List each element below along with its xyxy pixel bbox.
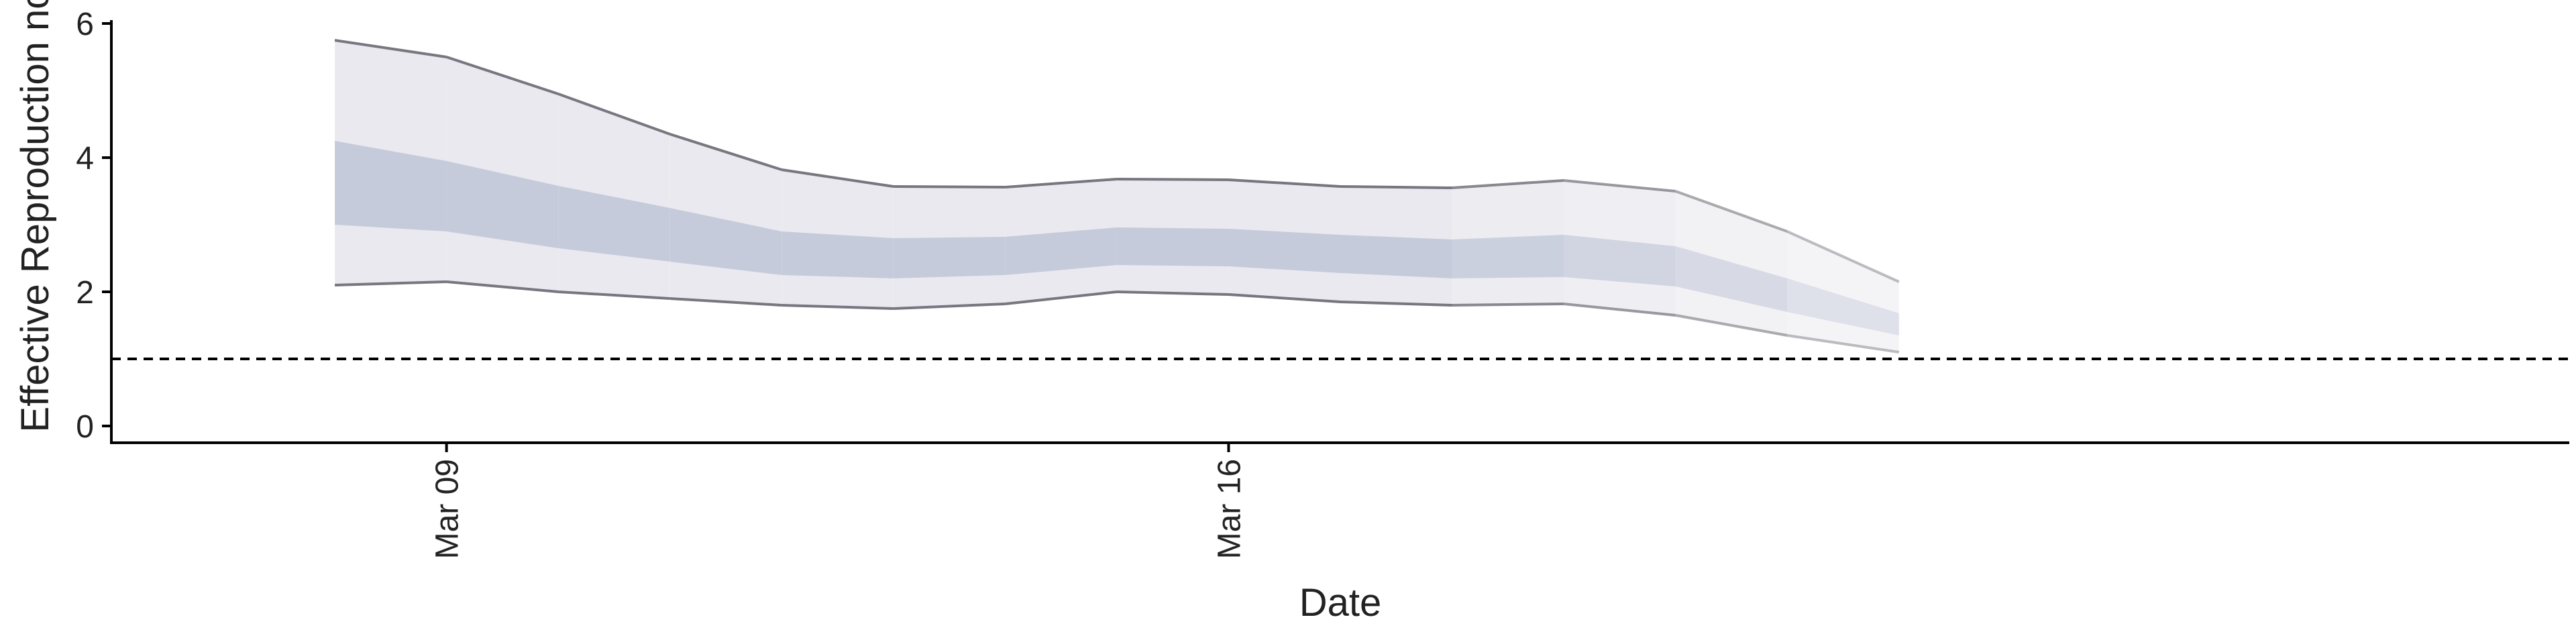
upper-bound-line-segment bbox=[334, 39, 447, 58]
lower-bound-line-segment bbox=[1675, 314, 1788, 337]
inner-band-segment bbox=[669, 208, 782, 275]
y-tick-label: 2 bbox=[76, 275, 94, 311]
lower-bound-line-segment bbox=[782, 304, 894, 310]
inner-band-segment bbox=[446, 161, 559, 248]
lower-bound-line-segment bbox=[335, 280, 447, 286]
lower-bound-line-segment bbox=[669, 297, 782, 307]
y-ticks: 0 2 4 6 bbox=[76, 7, 111, 445]
y-tick-label: 4 bbox=[76, 141, 94, 176]
y-tick-label: 0 bbox=[76, 409, 94, 445]
outer-band-segment bbox=[1787, 231, 1899, 352]
lower-bound-line-segment bbox=[1228, 293, 1341, 303]
inner-band-segment bbox=[1228, 229, 1340, 273]
upper-bound-line-segment bbox=[669, 133, 782, 171]
inner-band-segment bbox=[893, 237, 1006, 278]
upper-bound-line-segment bbox=[893, 185, 1006, 189]
y-axis-title: Effective Reproduction no. bbox=[13, 0, 57, 433]
inner-band-segment bbox=[558, 186, 670, 262]
x-tick-label: Mar 09 bbox=[430, 459, 466, 559]
lower-bound-line-segment bbox=[1005, 290, 1118, 305]
upper-bound-line-segment bbox=[557, 93, 671, 136]
lower-bound-line-segment bbox=[446, 280, 559, 293]
inner-band-segment bbox=[1675, 246, 1788, 312]
inner-band-segment bbox=[782, 231, 894, 278]
upper-bound-line-segment bbox=[1005, 178, 1118, 189]
upper-bound-line-segment bbox=[781, 168, 894, 188]
lower-bound-line-segment bbox=[1116, 290, 1229, 296]
lines-layer bbox=[334, 39, 1900, 354]
upper-bound-line-segment bbox=[1116, 178, 1229, 181]
lower-bound-line-segment bbox=[1786, 334, 1900, 354]
inner-band-segment bbox=[335, 141, 447, 231]
y-tick-label: 6 bbox=[76, 7, 94, 42]
bands-layer bbox=[335, 40, 1899, 352]
inner-band-segment bbox=[1564, 235, 1676, 286]
upper-bound-line-segment bbox=[1452, 179, 1564, 189]
lower-bound-line-segment bbox=[893, 303, 1006, 310]
upper-bound-line-segment bbox=[1340, 185, 1452, 189]
upper-bound-line-segment bbox=[1786, 230, 1900, 283]
inner-band-segment bbox=[1452, 235, 1564, 278]
lower-bound-line-segment bbox=[1340, 301, 1452, 307]
inner-band-segment bbox=[1005, 227, 1117, 275]
x-axis-title: Date bbox=[1299, 581, 1382, 625]
inner-band-segment bbox=[1340, 235, 1452, 278]
upper-bound-line-segment bbox=[1228, 178, 1341, 188]
lower-bound-line-segment bbox=[1452, 303, 1564, 307]
upper-bound-line-segment bbox=[446, 56, 559, 95]
x-tick-label: Mar 16 bbox=[1212, 459, 1247, 559]
lower-bound-line-segment bbox=[558, 290, 670, 300]
inner-band-segment bbox=[1787, 278, 1899, 335]
upper-bound-line-segment bbox=[1674, 190, 1788, 233]
inner-band-segment bbox=[1116, 227, 1229, 266]
lower-bound-line-segment bbox=[1563, 303, 1676, 317]
upper-bound-line-segment bbox=[1563, 179, 1676, 193]
x-ticks: Mar 09 Mar 16 bbox=[430, 443, 1247, 559]
